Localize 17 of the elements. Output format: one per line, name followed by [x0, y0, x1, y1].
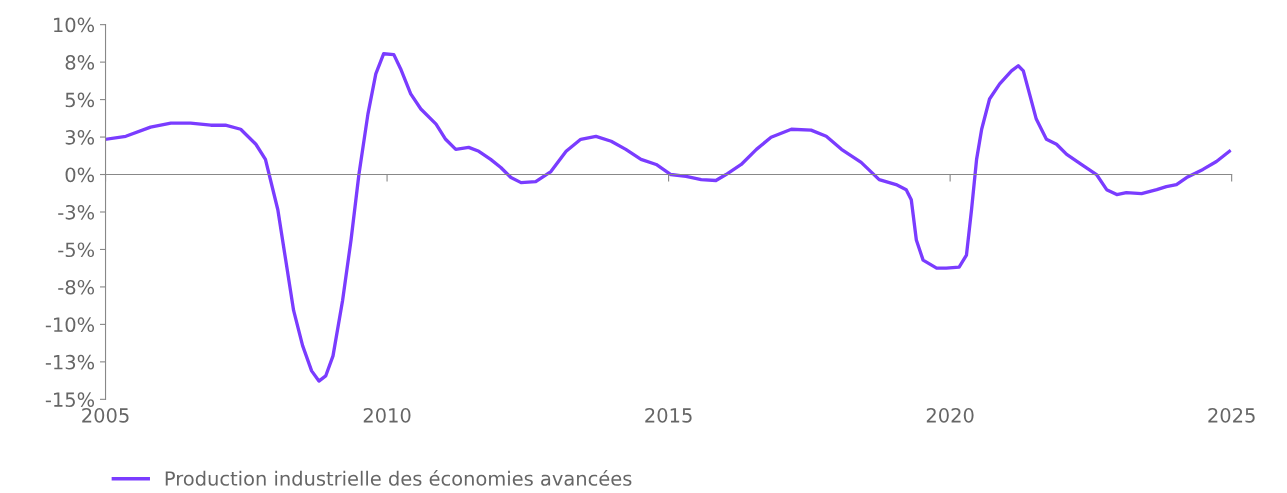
x-tick-label: 2015 — [645, 408, 692, 423]
y-tick-label: -3% — [58, 204, 95, 220]
y-tick-label: 3% — [65, 130, 95, 145]
x-tick-label: 2025 — [1208, 408, 1255, 423]
y-tick-label: 5% — [65, 92, 95, 108]
y-tick-label: 0% — [65, 167, 95, 183]
x-tick-label: 2020 — [926, 408, 974, 423]
y-tick-label: -5% — [58, 242, 95, 258]
x-tick-label: 2005 — [82, 408, 129, 423]
y-tick-label: -15% — [45, 392, 95, 407]
y-tick-label: -10% — [45, 317, 95, 333]
legend-label: Production industrielle des économies avancées — [165, 470, 632, 486]
x-tick-label: 2010 — [363, 408, 411, 423]
y-tick-label: 10% — [54, 17, 95, 33]
y-tick-label: -8% — [58, 279, 95, 295]
y-tick-label: 8% — [65, 55, 95, 70]
y-tick-label: -13% — [45, 354, 95, 370]
